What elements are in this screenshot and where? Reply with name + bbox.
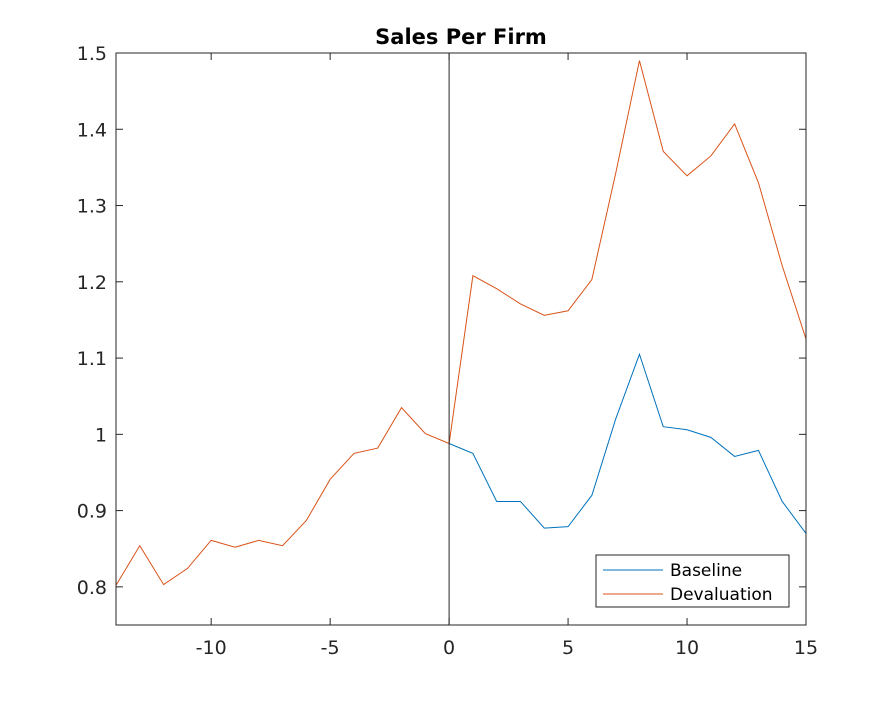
series-line-devaluation	[115, 60, 807, 586]
y-tick-label: 1.4	[77, 119, 107, 141]
axes-box	[115, 52, 807, 626]
y-tick-label: 0.8	[77, 577, 107, 599]
y-tick-label: 1.1	[77, 348, 107, 370]
axes-layer: -10 -5 0 5 10 15 0.8 0.9 1 1.1 1.2 1.3 1.4 1.5	[77, 43, 818, 659]
legend-box	[595, 554, 790, 608]
legend: Baseline Devaluation	[595, 554, 790, 608]
y-tick-label: 1.2	[77, 272, 107, 294]
y-tick-label: 1.3	[77, 196, 107, 218]
series-layer	[115, 60, 807, 586]
x-tick-label: 0	[443, 637, 455, 659]
y-tick-label: 0.9	[77, 501, 107, 523]
legend-label-devaluation: Devaluation	[670, 585, 773, 605]
x-tick-label: 5	[562, 637, 574, 659]
chart-title: Sales Per Firm	[375, 25, 547, 49]
x-tick-label: 10	[675, 637, 699, 659]
legend-label-baseline: Baseline	[670, 561, 742, 581]
x-tick-label: 15	[794, 637, 818, 659]
y-tick-label: 1	[95, 424, 107, 446]
x-tick-label: -5	[321, 637, 340, 659]
x-tick-label: -10	[196, 637, 227, 659]
series-line-baseline	[448, 352, 807, 534]
plot-background	[116, 53, 806, 625]
y-tick-label: 1.5	[77, 43, 107, 65]
